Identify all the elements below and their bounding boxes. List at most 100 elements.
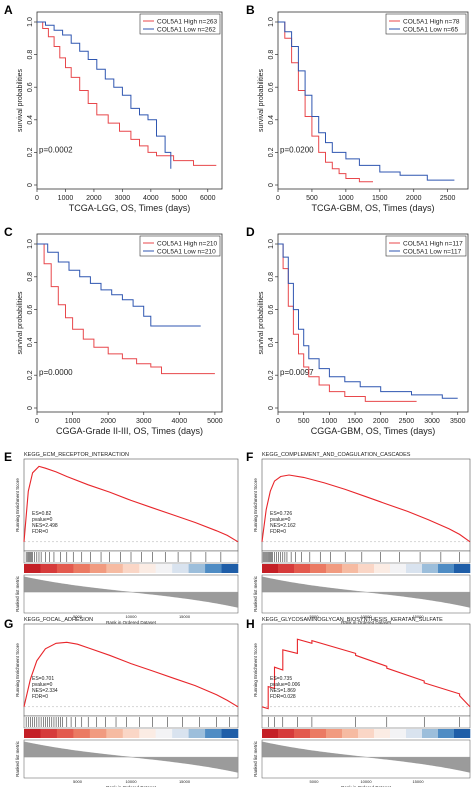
y-axis-label: survival probabilities bbox=[17, 68, 24, 132]
rank-color-segment bbox=[73, 729, 91, 738]
legend-entry: COL5A1 High n=263 bbox=[157, 19, 218, 26]
rank-color-segment bbox=[278, 729, 295, 738]
metric-frame bbox=[23, 739, 239, 779]
y-tick-label: 0 bbox=[268, 183, 275, 187]
enrichment-score-curve bbox=[23, 641, 239, 708]
gsea-stat: FDR=0 bbox=[32, 694, 48, 700]
legend-entry: COL5A1 High n=78 bbox=[403, 19, 460, 26]
x-tick-label: 5000 bbox=[73, 614, 83, 619]
plot-frame bbox=[36, 233, 223, 413]
es-frame bbox=[261, 458, 471, 552]
panel-label: H bbox=[246, 617, 255, 631]
gsea-title: KEGG_COMPLEMENT_AND_COAGULATION_CASCADES bbox=[262, 452, 411, 458]
panel-label: F bbox=[246, 450, 253, 464]
legend-box bbox=[385, 235, 467, 257]
km-panel-a: A 0 0.2 0.4 0.6 0.8 1.0 0 1000 2000 3000 4000 5000 60… bbox=[4, 3, 223, 213]
survival-curve-high bbox=[278, 243, 417, 402]
gsea-panel-e: E KEGG_ECM_RECEPTOR_INTERACTION Running En… bbox=[4, 450, 239, 625]
x-tick-label: 500 bbox=[306, 195, 318, 202]
es-axis-label: Running Enrichment Score bbox=[253, 478, 258, 532]
x-tick-label: 3500 bbox=[450, 418, 466, 425]
x-tick-label: 1500 bbox=[347, 418, 363, 425]
rank-color-segment bbox=[56, 564, 74, 573]
rank-color-segment bbox=[358, 729, 375, 738]
y-tick-label: 0.2 bbox=[27, 370, 34, 380]
metric-axis-label: Ranked list metric bbox=[15, 740, 20, 777]
survival-curve-high bbox=[278, 21, 373, 183]
rank-color-segment bbox=[326, 564, 343, 573]
p-value-label: p=0.0000 bbox=[39, 368, 73, 377]
x-tick-label: 2000 bbox=[406, 195, 422, 202]
y-axis-label: survival probabilities bbox=[17, 291, 24, 355]
gsea-stat: FDR=0 bbox=[32, 529, 48, 535]
rank-color-segment bbox=[24, 729, 41, 738]
rank-color-segment bbox=[155, 564, 173, 573]
y-tick-label: 1.0 bbox=[27, 17, 34, 27]
x-axis-label: Rank in Ordered Dataset bbox=[341, 785, 392, 787]
ranked-metric-area bbox=[261, 576, 471, 608]
x-tick-label: 1000 bbox=[338, 195, 354, 202]
metric-axis-label: Ranked list metric bbox=[253, 575, 258, 612]
x-tick-label: 1000 bbox=[65, 418, 81, 425]
x-tick-label: 1500 bbox=[372, 195, 388, 202]
rank-color-segment bbox=[422, 564, 439, 573]
rank-color-segment bbox=[89, 564, 107, 573]
x-axis-label: Rank in Ordered Dataset bbox=[106, 620, 157, 625]
rank-color-segment bbox=[390, 564, 407, 573]
x-tick-label: 1000 bbox=[322, 418, 338, 425]
gsea-stat: NES=2.498 bbox=[32, 523, 58, 529]
hits-frame bbox=[23, 715, 239, 729]
survival-curve-low bbox=[37, 243, 201, 327]
gsea-stat: NES=1.869 bbox=[270, 688, 296, 694]
enrichment-score-curve bbox=[23, 465, 239, 543]
y-tick-label: 0.2 bbox=[268, 370, 275, 380]
y-tick-label: 0 bbox=[268, 406, 275, 410]
rank-color-segment bbox=[278, 564, 295, 573]
y-tick-label: 0.2 bbox=[268, 147, 275, 157]
y-axis-label: survival probabilities bbox=[258, 68, 265, 132]
p-value-label: p=0.0200 bbox=[280, 145, 314, 154]
rank-color-segment bbox=[188, 729, 206, 738]
x-tick-label: 10000 bbox=[360, 614, 372, 619]
metric-axis-label: Ranked list metric bbox=[15, 575, 20, 612]
rank-color-segment bbox=[454, 564, 471, 573]
x-tick-label: 1000 bbox=[58, 195, 74, 202]
legend-entry: COL5A1 Low n=65 bbox=[403, 27, 458, 34]
x-tick-label: 5000 bbox=[207, 418, 223, 425]
rank-color-segment bbox=[342, 729, 359, 738]
rank-color-segment bbox=[40, 729, 58, 738]
es-frame bbox=[23, 623, 239, 717]
x-axis-label: TCGA-LGG, OS, Times (days) bbox=[69, 203, 191, 213]
x-tick-label: 2000 bbox=[86, 195, 102, 202]
y-tick-label: 0.8 bbox=[27, 50, 34, 60]
survival-curve-low bbox=[278, 21, 455, 181]
y-tick-label: 0.4 bbox=[27, 115, 34, 125]
es-axis-label: Running Enrichment Score bbox=[253, 643, 258, 697]
rank-color-segment bbox=[122, 729, 140, 738]
gsea-stat: NES=2.162 bbox=[270, 523, 296, 529]
y-tick-label: 0.6 bbox=[27, 82, 34, 92]
rank-color-segment bbox=[374, 729, 391, 738]
legend-entry: COL5A1 High n=117 bbox=[403, 241, 463, 248]
gsea-title: KEGG_GLYCOSAMINOGLYCAN_BIOSYNTHESIS_KERA… bbox=[262, 617, 443, 623]
rank-color-segment bbox=[89, 729, 107, 738]
y-tick-label: 0.8 bbox=[27, 272, 34, 282]
es-frame bbox=[261, 623, 471, 717]
rank-color-segment bbox=[205, 564, 222, 573]
rank-color-segment bbox=[40, 564, 58, 573]
metric-axis-label: Ranked list metric bbox=[253, 740, 258, 777]
rank-color-segment bbox=[438, 564, 455, 573]
rank-color-segment bbox=[172, 729, 189, 738]
gsea-stat: pvalue=0 bbox=[32, 682, 53, 688]
rank-color-segment bbox=[106, 729, 124, 738]
es-frame bbox=[23, 458, 239, 552]
p-value-label: p=0.0002 bbox=[39, 145, 73, 154]
y-tick-label: 0.4 bbox=[268, 115, 275, 125]
y-tick-label: 0 bbox=[27, 406, 34, 410]
y-tick-label: 1.0 bbox=[268, 17, 275, 27]
gsea-title: KEGG_ECM_RECEPTOR_INTERACTION bbox=[24, 452, 129, 458]
rank-color-segment bbox=[342, 564, 359, 573]
y-tick-label: 0.6 bbox=[268, 82, 275, 92]
plot-frame bbox=[36, 11, 223, 190]
legend-box bbox=[139, 235, 221, 257]
